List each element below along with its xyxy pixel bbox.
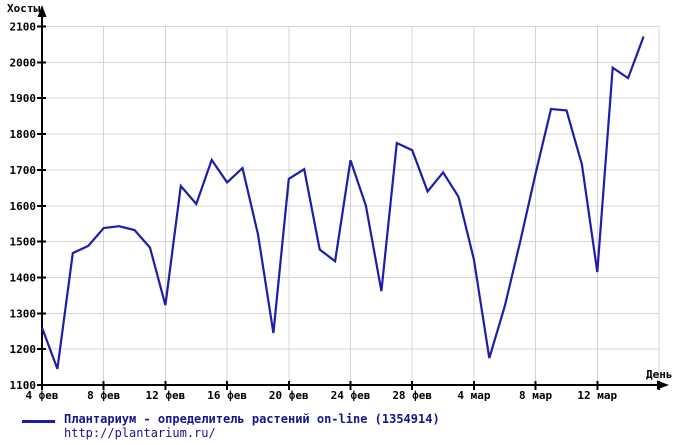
y-tick-label: 1600	[10, 200, 37, 213]
y-axis-title: Хосты	[7, 2, 41, 15]
x-tick-label: 8 фев	[87, 389, 120, 402]
legend: Плантариум - определитель растений on-li…	[22, 413, 440, 439]
x-tick-label: 24 фев	[331, 389, 371, 402]
y-tick-label: 1900	[10, 92, 37, 105]
legend-text-block: Плантариум - определитель растений on-li…	[64, 413, 440, 439]
x-tick-label: 4 фев	[25, 389, 58, 402]
y-tick-label: 1500	[10, 236, 37, 249]
x-tick-label: 8 мар	[519, 389, 552, 402]
legend-series-label: Плантариум - определитель растений on-li…	[64, 412, 440, 426]
legend-line-sample	[22, 420, 55, 423]
y-tick-label: 1200	[10, 343, 37, 356]
data-line-hosts	[40, 36, 645, 370]
x-tick-label: 20 фев	[269, 389, 309, 402]
legend-series-url: http://plantarium.ru/	[64, 426, 216, 440]
y-axis-arrow	[37, 5, 47, 17]
x-tick-label: 28 фев	[392, 389, 432, 402]
x-tick-label: 4 мар	[457, 389, 490, 402]
y-tick-label: 1100	[10, 379, 37, 392]
y-tick-label: 2000	[10, 56, 37, 69]
y-tick-label: 2100	[10, 21, 37, 34]
y-tick-label: 1300	[10, 307, 37, 320]
x-tick-label: 12 мар	[577, 389, 617, 402]
x-axis-title: День	[646, 368, 673, 381]
x-tick-label: 16 фев	[207, 389, 247, 402]
y-tick-label: 1400	[10, 271, 37, 284]
y-tick-label: 1700	[10, 164, 37, 177]
y-tick-label: 1800	[10, 128, 37, 141]
x-tick-label: 12 фев	[146, 389, 186, 402]
